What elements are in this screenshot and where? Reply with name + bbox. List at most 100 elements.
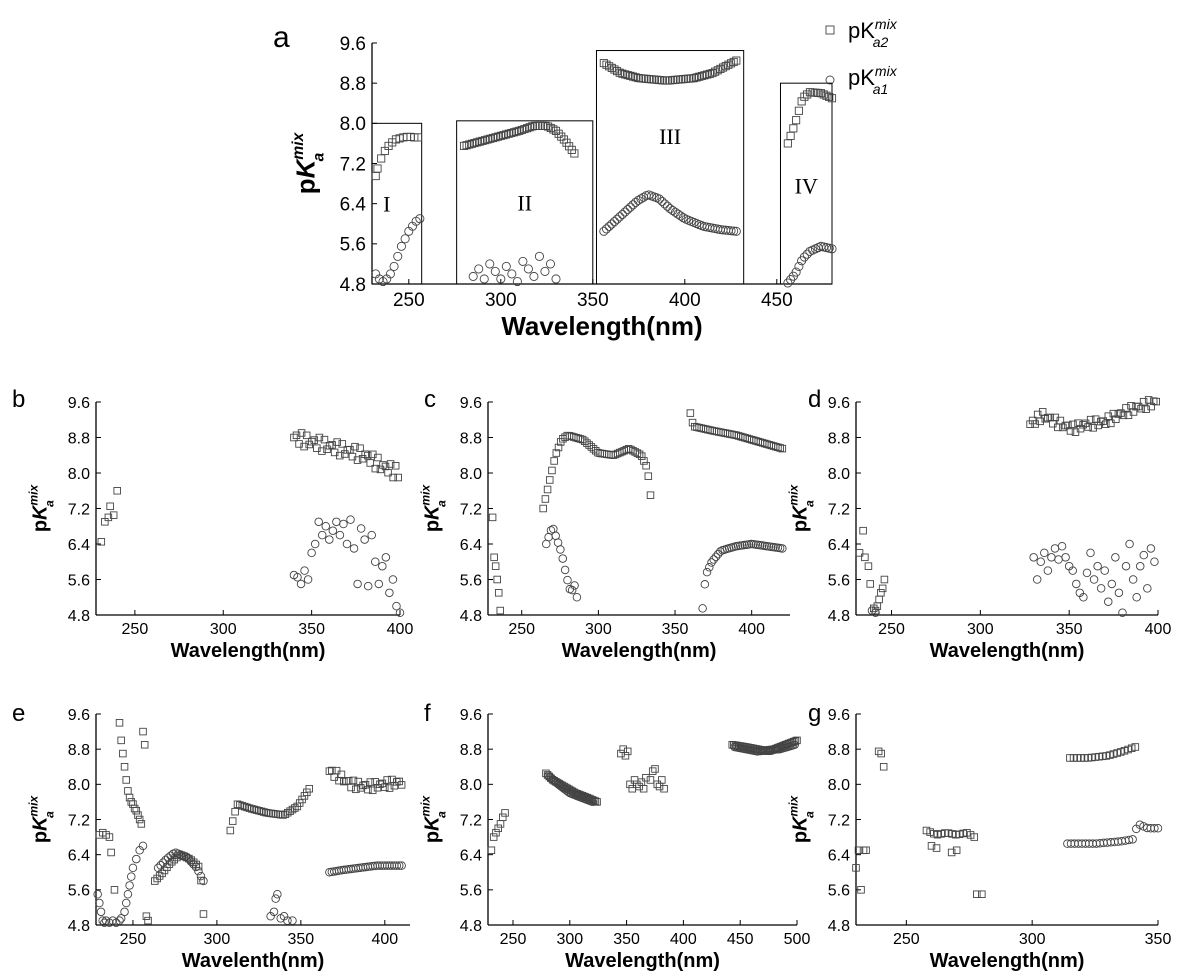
data-point-square bbox=[637, 452, 646, 460]
x-tick-label: 350 bbox=[288, 931, 315, 948]
data-point-square bbox=[1069, 420, 1077, 429]
data-point-square bbox=[238, 802, 247, 810]
data-point-square bbox=[932, 844, 941, 852]
data-point-square bbox=[308, 437, 316, 446]
data-point-circle bbox=[778, 544, 787, 553]
data-point-circle bbox=[392, 861, 402, 870]
data-point-square bbox=[290, 433, 298, 442]
data-point-square bbox=[653, 780, 662, 789]
data-point-circle bbox=[636, 194, 646, 204]
data-point-circle bbox=[1096, 584, 1106, 593]
data-point-square bbox=[729, 57, 738, 67]
data-point-square bbox=[658, 76, 667, 85]
data-point-square bbox=[113, 487, 121, 495]
data-point-circle bbox=[1146, 544, 1156, 553]
data-point-square bbox=[305, 440, 313, 449]
data-point-square bbox=[875, 595, 883, 604]
data-point-square bbox=[480, 136, 490, 145]
data-point-circle bbox=[1150, 557, 1159, 567]
x-tick-label: 250 bbox=[122, 621, 149, 638]
data-point-square bbox=[525, 123, 534, 132]
data-point-square bbox=[631, 448, 639, 456]
data-point-circle bbox=[189, 859, 198, 869]
data-point-circle bbox=[153, 863, 163, 873]
data-point-square bbox=[151, 877, 159, 885]
data-point-square bbox=[462, 141, 471, 150]
data-point-square bbox=[491, 133, 500, 142]
data-point-square bbox=[473, 138, 482, 147]
data-point-circle bbox=[572, 593, 582, 602]
data-point-square bbox=[786, 131, 795, 140]
data-point-circle bbox=[181, 852, 191, 861]
data-point-square bbox=[493, 575, 501, 584]
data-point-circle bbox=[378, 561, 387, 571]
y-tick-label: 9.6 bbox=[68, 707, 90, 724]
data-point-circle bbox=[332, 517, 341, 527]
data-point-circle bbox=[314, 517, 323, 527]
data-point-circle bbox=[601, 224, 612, 234]
region-label-I: I bbox=[383, 192, 390, 217]
data-point-circle bbox=[360, 535, 369, 544]
data-point-circle bbox=[1029, 553, 1038, 562]
data-point-square bbox=[486, 134, 495, 143]
data-point-circle bbox=[496, 274, 506, 284]
data-point-square bbox=[874, 747, 883, 756]
data-point-circle bbox=[116, 914, 126, 923]
legend-label-pka2: pKmix a2 bbox=[848, 16, 898, 50]
data-point-square bbox=[684, 74, 693, 83]
data-point-square bbox=[338, 440, 347, 448]
data-point-square bbox=[110, 886, 119, 894]
data-point-circle bbox=[698, 604, 707, 613]
data-point-square bbox=[528, 122, 537, 131]
data-point-square bbox=[1076, 424, 1085, 433]
x-axis-label: Wavelength(nm) bbox=[930, 640, 1085, 662]
data-point-square bbox=[335, 451, 344, 460]
data-point-square bbox=[541, 121, 550, 130]
data-point-square bbox=[1119, 411, 1128, 420]
data-point-square bbox=[502, 130, 511, 139]
data-point-square bbox=[692, 73, 701, 82]
data-point-circle bbox=[1072, 579, 1081, 589]
chart-panel-c: c 4.8 5.6 6.4 7.2 8.0 8.8 9.6 250 300 350 400 Wavele… bbox=[418, 386, 790, 662]
data-point-circle bbox=[794, 261, 804, 271]
data-point-square bbox=[507, 128, 516, 138]
data-point-circle bbox=[1057, 541, 1067, 551]
x-tick-label: 400 bbox=[669, 290, 701, 311]
data-point-circle bbox=[397, 861, 406, 870]
data-point-circle bbox=[507, 269, 517, 279]
data-point-square bbox=[552, 449, 561, 457]
data-point-square bbox=[783, 139, 792, 148]
data-point-circle bbox=[678, 213, 688, 223]
data-point-square bbox=[250, 805, 258, 814]
x-tick-label: 250 bbox=[508, 621, 535, 638]
data-point-square bbox=[124, 787, 132, 795]
panel-label-g: g bbox=[808, 700, 821, 727]
data-point-square bbox=[827, 94, 837, 103]
data-point-circle bbox=[95, 898, 104, 908]
data-point-circle bbox=[545, 259, 556, 269]
y-tick-label: 9.6 bbox=[828, 395, 850, 412]
y-tick-label: 6.4 bbox=[460, 537, 482, 554]
data-point-circle bbox=[1135, 561, 1145, 571]
data-point-square bbox=[371, 464, 380, 473]
data-point-square bbox=[325, 442, 334, 450]
data-point-square bbox=[576, 435, 585, 443]
y-tick-label: 5.6 bbox=[828, 883, 850, 900]
data-point-square bbox=[778, 444, 787, 453]
data-point-circle bbox=[1054, 555, 1063, 564]
data-point-circle bbox=[191, 862, 201, 872]
data-point-square bbox=[1059, 423, 1067, 432]
x-tick-label: 350 bbox=[1056, 621, 1083, 638]
y-tick-label: 8.8 bbox=[828, 430, 850, 447]
data-point-square bbox=[548, 466, 556, 475]
data-point-square bbox=[385, 784, 394, 792]
y-tick-label: 8.0 bbox=[828, 777, 850, 794]
chart-panels: a 4.8 5.6 6.4 7.2 8.0 8.8 9.6 250 300 350 400 450 Wav… bbox=[12, 21, 1171, 972]
data-point-square bbox=[470, 139, 479, 148]
data-point-circle bbox=[296, 579, 306, 589]
y-tick-label: 7.2 bbox=[68, 812, 90, 829]
data-point-circle bbox=[273, 889, 282, 899]
data-point-circle bbox=[132, 854, 141, 864]
data-point-square bbox=[648, 767, 657, 775]
data-point-square bbox=[494, 132, 503, 141]
